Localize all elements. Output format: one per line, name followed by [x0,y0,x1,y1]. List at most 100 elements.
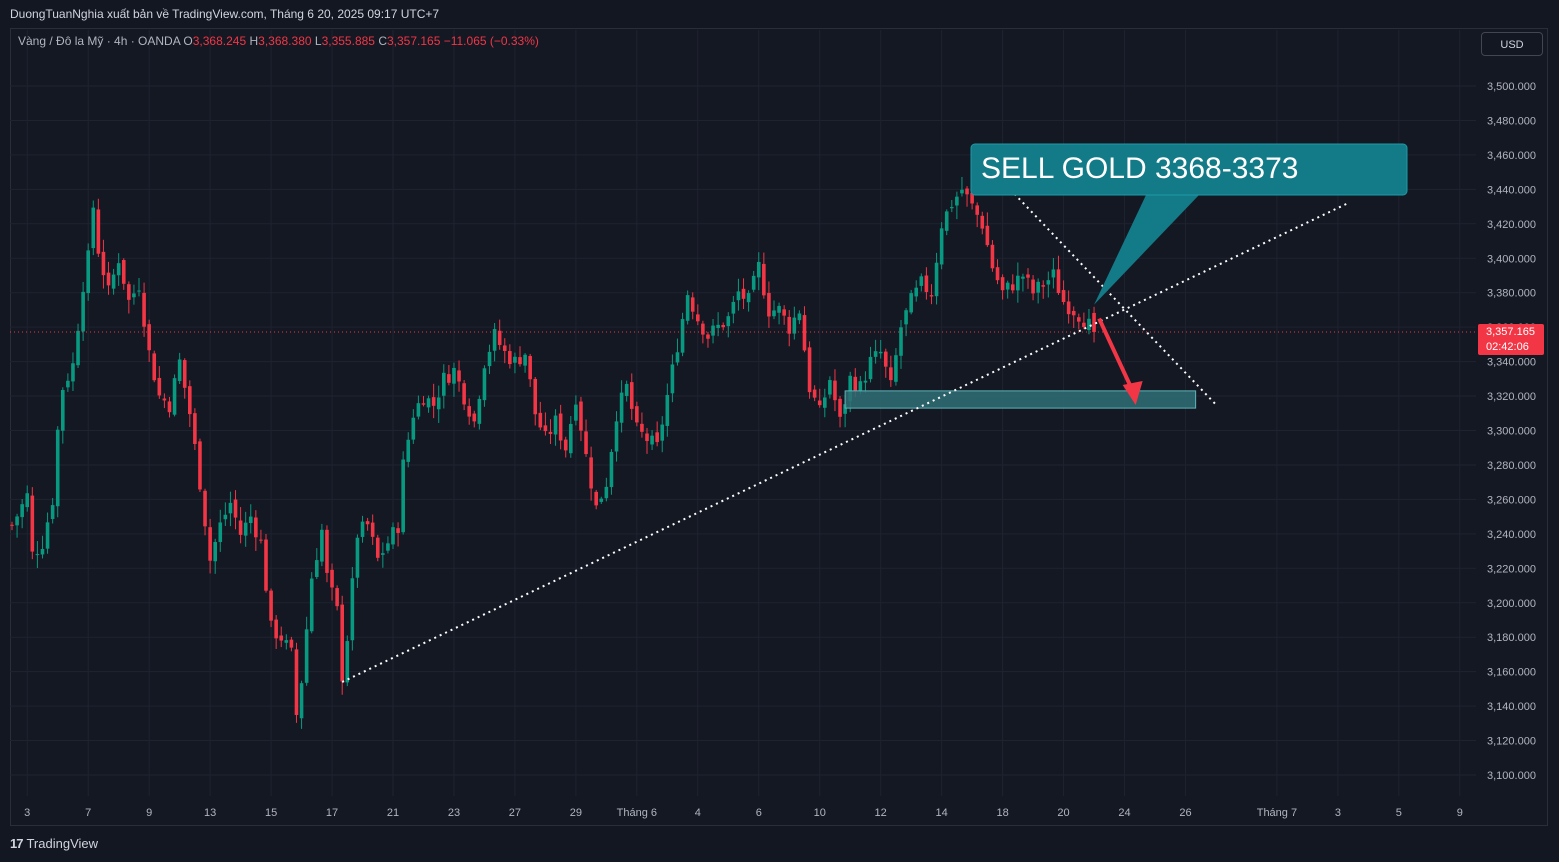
candle [25,485,30,512]
candle-body [177,359,182,381]
tradingview-logo-icon: 17 [10,836,24,851]
candle-body [1010,284,1015,291]
candle [513,352,517,374]
currency-button[interactable]: USD [1481,32,1543,56]
candle [726,312,731,338]
candle [665,383,670,437]
candle-body [436,397,441,410]
time-tick-label: 27 [509,807,521,819]
candle [386,536,390,554]
candle [40,535,45,559]
candle-body [990,244,995,269]
open-value: 3,368.245 [192,34,247,48]
candle-body [1000,277,1005,291]
candle-body [391,527,395,545]
time-tick-label: 26 [1179,807,1191,819]
candle [223,502,228,526]
candle [635,401,639,427]
candle-body [203,490,207,527]
candle-body [736,291,741,301]
candle [315,548,319,580]
candle [10,521,14,531]
candle [106,261,111,295]
candle [264,534,268,593]
candle-body [980,215,985,229]
candle [172,374,177,417]
candle [147,319,151,362]
candle [127,281,131,314]
tradingview-logo[interactable]: 17 TradingView [10,836,98,851]
candle-body [396,528,400,533]
time-tick-label: 3 [24,807,30,819]
callout-box [970,143,1408,196]
candle-body [756,261,761,278]
candle-body [447,374,451,383]
candle [873,339,878,364]
candle-body [563,439,568,451]
candle [472,410,477,428]
candle [553,409,558,446]
candle [838,395,842,428]
candle-body [325,529,329,573]
candle-body [802,315,807,351]
candle-body [619,392,624,423]
candle-body [411,417,416,440]
candle [1021,273,1025,292]
candle [325,525,329,583]
candlesticks [10,176,1096,729]
candle [203,488,207,536]
candle [924,267,929,300]
candle [487,344,492,375]
candle-body [777,305,781,313]
candle [320,523,324,567]
candle [1066,290,1071,324]
candle-body [960,189,964,194]
price-tick-label: 3,240.000 [1487,529,1536,541]
candle [965,186,969,207]
time-tick-label: 10 [814,807,826,819]
candle-body [259,539,263,541]
candle [492,323,497,362]
candle [182,358,187,399]
candle-body [406,439,411,462]
candle-body [188,386,192,415]
candle [1036,278,1040,304]
candle [650,430,654,450]
candle [233,490,238,530]
candle-body [1077,317,1081,322]
candle [1087,309,1091,335]
candle [20,499,24,529]
candle-body [782,309,786,316]
time-tick-label: 4 [695,807,701,819]
candle-body [350,578,355,641]
time-tick-label: 29 [570,807,582,819]
candle [299,680,304,729]
candle-body [909,293,913,313]
candle [909,289,913,315]
candle [50,497,55,524]
tradingview-logo-text: TradingView [26,836,99,851]
candle [609,449,614,495]
candle-body [25,493,30,508]
candle-body [416,403,421,417]
candle-body [553,415,558,435]
candle-body [751,275,756,290]
candle-body [690,297,695,312]
candle [86,243,90,301]
candle [939,222,944,270]
candle-body [513,356,517,363]
candle [477,395,482,430]
candle-body [20,504,24,518]
price-tick-label: 3,420.000 [1487,219,1536,231]
candle [447,364,451,386]
candle [690,292,695,320]
price-tick-label: 3,260.000 [1487,494,1536,506]
candle-body [934,262,939,297]
grid-lines [10,30,1476,796]
candle [508,344,512,369]
candle [731,295,736,324]
candle-body [772,310,776,317]
candle-body [457,370,461,382]
candle [614,411,619,462]
